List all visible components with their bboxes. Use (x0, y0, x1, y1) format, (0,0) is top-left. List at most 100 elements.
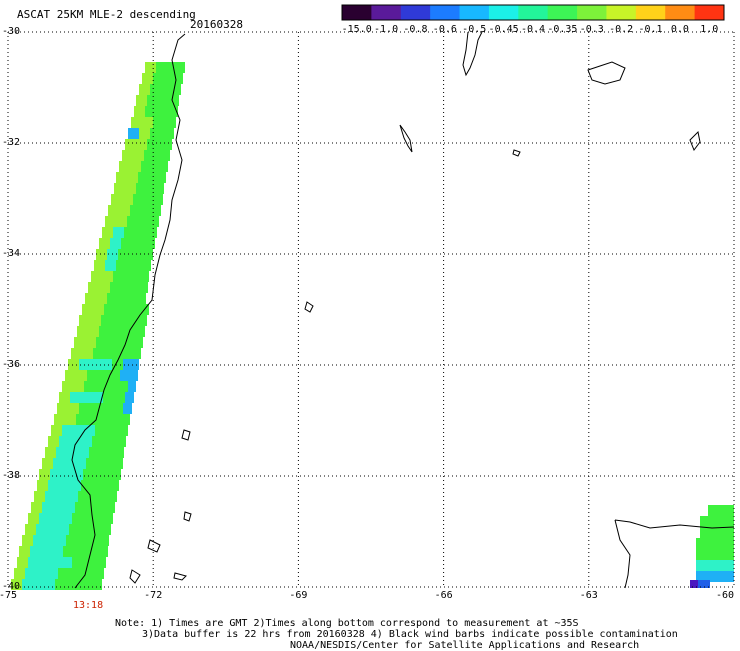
swath-cell (137, 304, 148, 315)
swath-cell (114, 392, 125, 403)
swath-cell (85, 337, 96, 348)
swath-cell (164, 117, 175, 128)
swath-cell (117, 381, 128, 392)
swath-cell (81, 436, 92, 447)
swath-cell (100, 447, 111, 458)
swath-cell (130, 205, 141, 216)
island (512, 149, 521, 157)
swath-cell (696, 560, 734, 571)
colorbar-segment (371, 5, 402, 20)
swath-cell (128, 381, 136, 392)
swath-cell (59, 436, 70, 447)
swath-cell (93, 348, 104, 359)
swath-cell (110, 238, 121, 249)
swath-cell (96, 293, 107, 304)
swath-cell (17, 557, 28, 568)
swath-cell (64, 502, 75, 513)
swath-cell (101, 403, 112, 414)
swath-cell (74, 337, 85, 348)
islands-south (129, 539, 187, 584)
colorbar-segment (694, 5, 725, 20)
swath-cell (91, 568, 102, 579)
swath-cell (167, 62, 178, 73)
swath-cell (99, 326, 110, 337)
swath-cell (45, 491, 56, 502)
lon-tick-label: -72 (144, 590, 163, 601)
swath-cell (112, 403, 123, 414)
swath-cell (161, 84, 172, 95)
swath-cell (149, 216, 159, 227)
swath-cell (156, 106, 167, 117)
swath-cell (45, 447, 56, 458)
colorbar-label: -0.4 (520, 24, 546, 35)
swath-cell (47, 524, 58, 535)
swath-cell (140, 249, 151, 260)
swath-cell (134, 315, 145, 326)
swath-cell (78, 491, 89, 502)
swath-cell (163, 161, 168, 172)
swath-cell (146, 271, 149, 282)
swath-cell (116, 469, 121, 480)
swath-cell (105, 216, 116, 227)
colorbar-segment (488, 5, 519, 20)
swath-cell (116, 216, 127, 227)
swath-cell (90, 359, 101, 370)
swath-cell (99, 579, 102, 590)
lat-tick-label: -30 (2, 26, 21, 37)
swath-cell (76, 370, 87, 381)
swath-cell (41, 546, 52, 557)
swath-cell (118, 337, 129, 348)
swath-cell (66, 579, 77, 590)
colorbar-label: -0.5 (462, 24, 487, 35)
swath-cell (137, 348, 141, 359)
swath-cell (132, 326, 143, 337)
swath-cell (158, 95, 169, 106)
swath-cell (153, 117, 164, 128)
swath-cell (131, 370, 138, 381)
swath-cell (65, 414, 76, 425)
swath-cell (105, 513, 113, 524)
swath-cell (114, 183, 125, 194)
swath-cell (99, 238, 110, 249)
swath-cell (96, 249, 107, 260)
swath-cell (172, 128, 174, 139)
swath-cell (67, 491, 78, 502)
swath-cell (111, 194, 122, 205)
swath-cell (135, 271, 146, 282)
swath-cell (72, 513, 83, 524)
swath-cell (121, 326, 132, 337)
swath-cell (51, 425, 62, 436)
swath-cell (119, 161, 130, 172)
swath-cell (69, 568, 80, 579)
swath-cell (152, 205, 161, 216)
colorbar-segment (635, 5, 666, 20)
swath-cell (152, 161, 163, 172)
swath-cell (121, 238, 132, 249)
swath-cell (104, 304, 115, 315)
lon-tick-label: -66 (434, 590, 453, 601)
swath-cell (101, 359, 112, 370)
swath-cell (120, 370, 131, 381)
swath-cell (68, 359, 79, 370)
swath-cell (94, 469, 105, 480)
swath-cell (124, 227, 135, 238)
colorbar-segment (518, 5, 549, 20)
swath-cell (121, 282, 132, 293)
swath-cell (696, 549, 734, 560)
chile-coast (71, 33, 186, 589)
swath-cell (91, 271, 102, 282)
swath-cell (166, 150, 170, 161)
swath-cell (86, 458, 97, 469)
swath-cell (158, 139, 169, 150)
swath-cell (122, 447, 124, 458)
swath-cell (111, 491, 117, 502)
swath-cell (123, 315, 134, 326)
swath-cell (127, 172, 138, 183)
swath-cell (112, 315, 123, 326)
swath-cell (122, 194, 133, 205)
swath-cell (140, 337, 143, 348)
colorbar-label: -0.35 (547, 24, 578, 35)
swath-cell (97, 502, 108, 513)
swath-cell (34, 491, 45, 502)
colorbar (341, 4, 725, 21)
